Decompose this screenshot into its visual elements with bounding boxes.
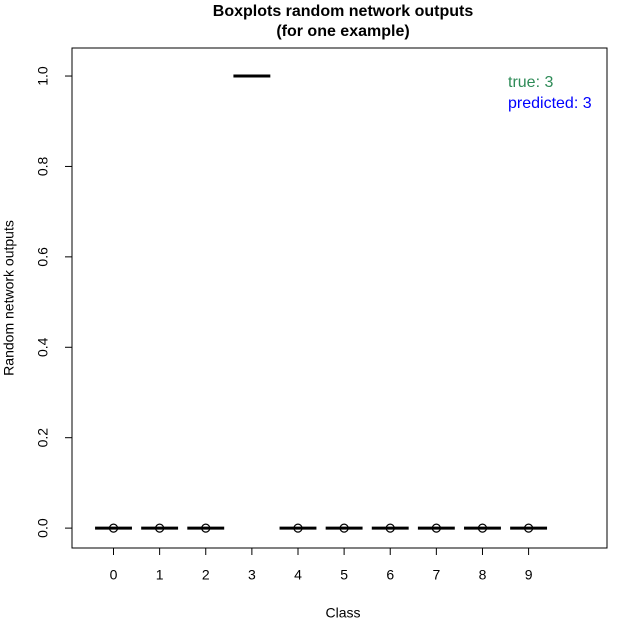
x-tick-label: 1 [156, 567, 164, 583]
annotation: true: 3 [508, 74, 553, 91]
outlier [431, 523, 441, 533]
y-tick-label: 0.0 [35, 518, 51, 538]
y-tick-label: 0.6 [35, 247, 51, 267]
outlier [477, 523, 488, 533]
outlier [155, 523, 165, 533]
x-tick-label: 0 [110, 567, 118, 583]
x-axis-label: Class [325, 605, 360, 620]
y-tick-label: 0.8 [35, 157, 51, 177]
x-tick-label: 6 [386, 567, 394, 583]
x-tick-label: 4 [294, 567, 302, 583]
x-tick-label: 2 [202, 567, 210, 583]
annotation: predicted: 3 [508, 95, 592, 112]
outlier [339, 523, 349, 533]
x-tick-label: 7 [432, 567, 440, 583]
y-tick-label: 0.4 [35, 337, 51, 357]
x-tick-label: 9 [525, 567, 533, 583]
outlier [293, 523, 303, 533]
x-tick-label: 5 [340, 567, 348, 583]
plot-frame [71, 47, 608, 549]
y-tick-label: 1.0 [35, 66, 51, 86]
y-tick-label: 0.2 [35, 428, 51, 448]
outlier [523, 523, 534, 533]
outlier [108, 523, 119, 533]
outlier [385, 523, 395, 533]
y-axis-label: Random network outputs [1, 220, 17, 376]
chart-title: Boxplots random network outputs [213, 3, 474, 20]
outlier [201, 523, 211, 533]
x-tick-label: 8 [479, 567, 487, 583]
chart-subtitle: (for one example) [276, 23, 409, 40]
x-tick-label: 3 [248, 567, 256, 583]
